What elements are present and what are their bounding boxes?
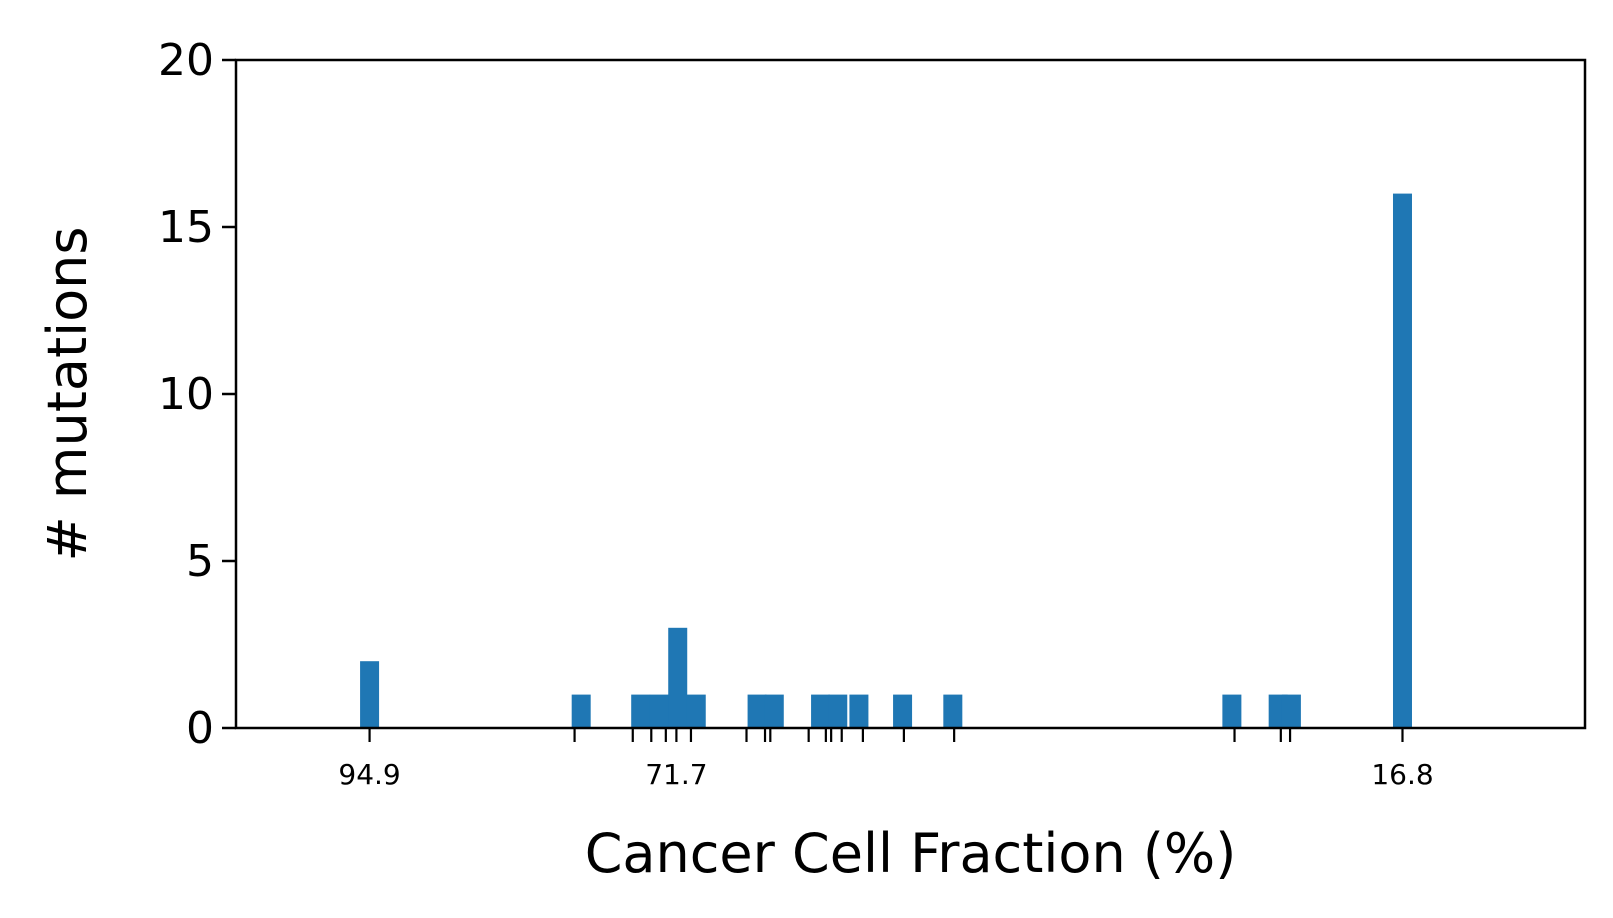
- bar-15: [1281, 694, 1301, 728]
- bar-12: [943, 694, 963, 728]
- x-tick-label-0: 94.9: [338, 758, 400, 791]
- bar-9: [828, 694, 848, 728]
- bars-layer: [360, 193, 1412, 729]
- bar-11: [893, 694, 913, 728]
- plot-frame: [234, 58, 1587, 730]
- y-axis-title: # mutations: [36, 226, 99, 561]
- x-axis-title: Cancer Cell Fraction (%): [585, 822, 1237, 885]
- x-axis: 94.9 71.7 16.8: [338, 728, 1434, 791]
- bar-10: [849, 694, 869, 728]
- y-tick-label-2: 10: [158, 369, 214, 420]
- y-tick-label-3: 15: [158, 202, 214, 253]
- bar-0: [360, 661, 380, 728]
- y-axis: 0 5 10 15 20: [158, 35, 236, 754]
- y-tick-label-0: 0: [186, 703, 214, 754]
- bar-2: [631, 694, 651, 728]
- bar-8: [811, 694, 831, 728]
- bar-16: [1392, 193, 1412, 729]
- bar-7: [764, 694, 784, 728]
- bar-1: [571, 694, 591, 728]
- y-tick-label-1: 5: [186, 536, 214, 587]
- bar-5: [686, 694, 706, 728]
- bar-13: [1222, 694, 1242, 728]
- x-tick-label-1: 71.7: [645, 758, 707, 791]
- y-tick-label-4: 20: [158, 35, 214, 86]
- x-tick-label-2: 16.8: [1371, 758, 1433, 791]
- bar-3: [649, 694, 669, 728]
- bar-6: [747, 694, 767, 728]
- bar-4: [668, 627, 688, 728]
